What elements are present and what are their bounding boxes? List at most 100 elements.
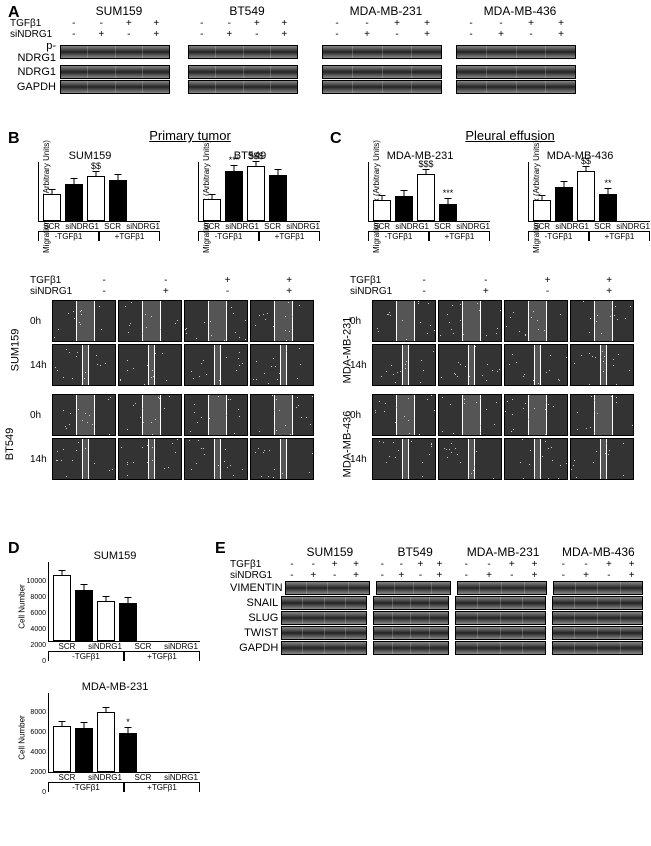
western-blot-band xyxy=(552,626,643,640)
protein-label: SLUG xyxy=(230,612,278,624)
significance-marker: *** xyxy=(443,188,454,198)
scratch-assay-image xyxy=(52,300,116,342)
treatment-symbol: - xyxy=(60,29,88,40)
y-tick: 10000 xyxy=(27,578,48,585)
x-tick-label: siNDRG1 xyxy=(286,222,320,231)
treatment-symbol: + xyxy=(345,559,366,570)
scratch-assay-image xyxy=(250,300,314,342)
treatment-symbol: + xyxy=(430,559,449,570)
western-blot-band xyxy=(455,611,546,625)
scratch-treatment-symbol: - xyxy=(393,275,455,286)
chart-title: MDA-MB-231 xyxy=(30,681,200,693)
significance-marker: $$$ xyxy=(418,159,433,169)
panel-c-label: C xyxy=(330,130,342,148)
x-tick-label: siNDRG1 xyxy=(395,222,429,231)
scratch-assay-image xyxy=(184,344,248,386)
timepoint-label: 0h xyxy=(30,316,52,327)
bar xyxy=(555,187,573,221)
treatment-symbol: - xyxy=(456,29,486,40)
western-blot-band xyxy=(60,65,170,79)
protein-label: p-NDRG1 xyxy=(10,40,56,64)
scratch-assay-image xyxy=(118,438,182,480)
bar: $$$ xyxy=(417,174,435,222)
treatment-symbol: - xyxy=(575,559,598,570)
treatment-symbol: + xyxy=(523,570,546,581)
treatment-symbol: + xyxy=(271,29,299,40)
western-blot-band xyxy=(281,611,366,625)
treatment-label: TGFβ1 xyxy=(230,559,278,570)
treatment-symbol: + xyxy=(243,18,271,29)
scratch-assay-image xyxy=(504,300,568,342)
panel-e: SUM159 BT549 MDA-MB-231 MDA-MB-436 TGFβ1… xyxy=(230,545,646,656)
treatment-symbol: + xyxy=(478,570,501,581)
scratch-treatment-symbol: - xyxy=(455,275,517,286)
panel-a: SUM159 BT549 MDA-MB-231 MDA-MB-436 TGFβ1… xyxy=(60,4,641,95)
y-tick: 0 xyxy=(42,658,48,665)
primary-tumor-hdr: Primary tumor xyxy=(90,128,290,143)
treatment-symbol: + xyxy=(620,559,643,570)
scratch-assay-image xyxy=(438,300,502,342)
scratch-assay-image xyxy=(570,438,634,480)
treatment-symbol: + xyxy=(143,18,171,29)
y-axis-label: Migration Index (Arbitrary Units) xyxy=(532,140,541,253)
scratch-cell-line-label: SUM159 xyxy=(9,329,21,372)
scratch-assay-image xyxy=(504,344,568,386)
y-tick: 4000 xyxy=(30,749,48,756)
treatment-symbol: - xyxy=(478,559,501,570)
western-blot-band xyxy=(376,581,451,595)
treatment-symbol: - xyxy=(281,570,302,581)
western-blot-band xyxy=(373,641,449,655)
scratch-assay-image xyxy=(570,394,634,436)
treatment-symbol: + xyxy=(216,29,244,40)
x-group-label: +TGFβ1 xyxy=(99,232,160,241)
bar xyxy=(395,196,413,221)
western-blot-band xyxy=(285,581,370,595)
protein-label: VIMENTIN xyxy=(230,582,282,594)
treatment-symbol: + xyxy=(575,570,598,581)
chart-title: SUM159 xyxy=(30,550,200,562)
treatment-symbol: + xyxy=(392,570,411,581)
y-tick: 4000 xyxy=(30,626,48,633)
scratch-treatment-symbol: + xyxy=(578,286,640,297)
scratch-assay-image xyxy=(184,394,248,436)
chart-area: 0200040006000800010000 xyxy=(48,562,200,642)
bar: ** xyxy=(599,194,617,222)
x-tick-label: SCR xyxy=(589,222,616,231)
western-blot-band xyxy=(456,45,576,59)
western-blot-band xyxy=(457,581,547,595)
panel-e-label: E xyxy=(215,540,226,558)
scratch-assay-image xyxy=(438,344,502,386)
significance-marker: * xyxy=(126,717,130,727)
treatment-symbol: - xyxy=(373,570,392,581)
western-blot-band xyxy=(552,596,643,610)
y-tick: 6000 xyxy=(30,729,48,736)
western-blot-band xyxy=(456,65,576,79)
western-blot-band xyxy=(60,80,170,94)
e-mda436: MDA-MB-436 xyxy=(554,545,643,559)
treatment-symbol: + xyxy=(303,570,324,581)
western-blot-band xyxy=(373,626,449,640)
panel-d-charts: SUM159Cell Number0200040006000800010000S… xyxy=(30,550,200,792)
bar xyxy=(203,199,221,222)
treatment-symbol: - xyxy=(188,18,216,29)
treatment-symbol: + xyxy=(546,29,576,40)
bar: *** xyxy=(225,171,243,221)
treatment-symbol: + xyxy=(516,18,546,29)
treatment-symbol: - xyxy=(88,18,116,29)
significance-marker: *** xyxy=(229,155,240,165)
treatment-symbol: - xyxy=(216,18,244,29)
western-blot-band xyxy=(188,65,298,79)
scratch-assay-image xyxy=(52,394,116,436)
treatment-symbol: - xyxy=(486,18,516,29)
scratch-assay-image xyxy=(570,300,634,342)
western-blot-band xyxy=(322,45,442,59)
scratch-treatment-label: siNDRG1 xyxy=(350,286,393,297)
bar xyxy=(373,200,391,221)
treatment-symbol: - xyxy=(552,559,575,570)
scratch-assay-image xyxy=(184,438,248,480)
chart-area: $$$ *** xyxy=(368,162,490,222)
treatment-symbol: + xyxy=(620,570,643,581)
chart-area: $$ xyxy=(38,162,160,222)
timepoint-label: 14h xyxy=(30,360,52,371)
bar: $$$ xyxy=(247,166,265,221)
